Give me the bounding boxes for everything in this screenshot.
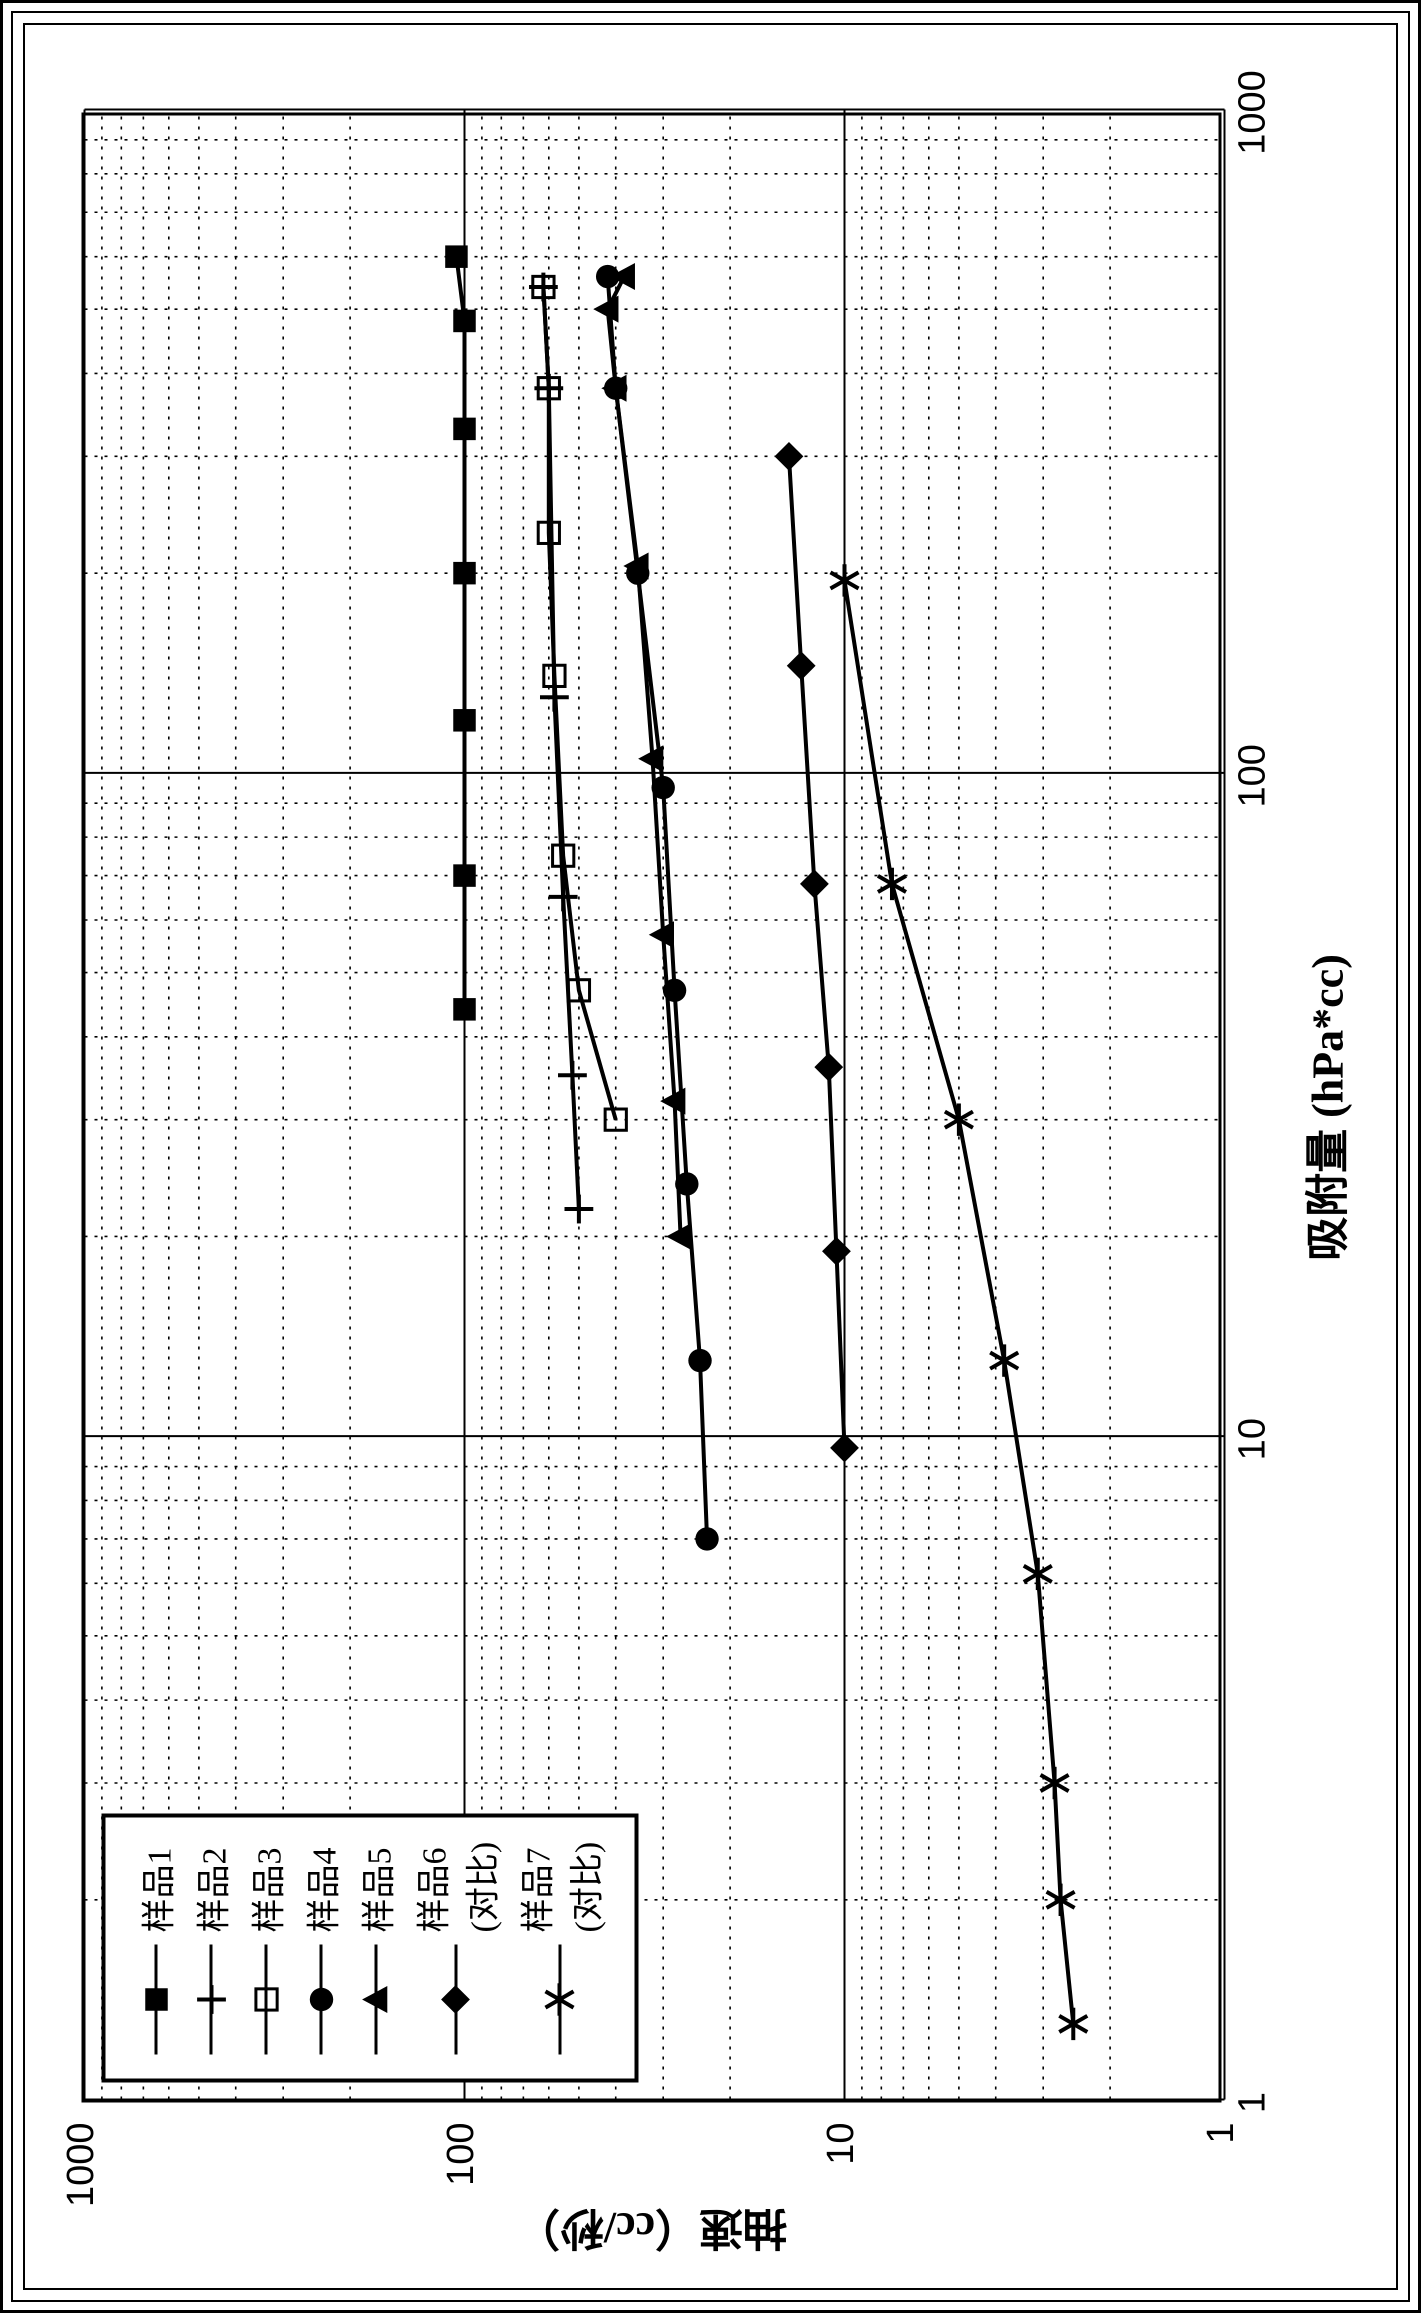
x-axis-label: 吸附量 (hPa*cc) [1291, 954, 1355, 1261]
x-tick: 100 [1231, 744, 1274, 807]
legend-item: 样品6 (对比) [406, 1841, 504, 2054]
series-line [788, 456, 844, 1448]
canvas-rotated: 样品1样品2样品3样品4样品5样品6 (对比)样品7 (对比) 1 10 100 10… [21, 21, 1400, 2292]
y-tick: 10 [820, 2122, 863, 2164]
figure-outer-border: 样品1样品2样品3样品4样品5样品6 (对比)样品7 (对比) 1 10 100 10… [11, 11, 1410, 2302]
legend-item: 样品2 [186, 1841, 235, 2054]
legend-label: 样品6 (对比) [406, 1841, 504, 1932]
y-axis-label: 抽速（cc/秒） [515, 2200, 786, 2264]
plot-area [81, 112, 1221, 2102]
legend-label: 样品1 [131, 1847, 180, 1932]
series-line [543, 287, 615, 1120]
legend-label: 样品2 [186, 1847, 235, 1932]
legend-item: 样品4 [296, 1841, 345, 2054]
y-tick: 100 [440, 2122, 483, 2185]
x-tick: 10 [1231, 1418, 1274, 1460]
legend-label: 样品3 [241, 1847, 290, 1932]
legend-item: 样品5 [351, 1841, 400, 2054]
legend-item: 样品7 (对比) [510, 1841, 608, 2054]
series-lines [84, 115, 1218, 2099]
series-line [456, 256, 464, 1009]
legend-label: 样品7 (对比) [510, 1841, 608, 1932]
figure-inner-border: 样品1样品2样品3样品4样品5样品6 (对比)样品7 (对比) 1 10 100 10… [23, 23, 1398, 2290]
y-tick: 1 [1200, 2122, 1243, 2143]
x-tick: 1 [1231, 2091, 1274, 2112]
legend-box: 样品1样品2样品3样品4样品5样品6 (对比)样品7 (对比) [101, 1813, 638, 2082]
series-line [607, 276, 706, 1538]
y-tick: 1000 [60, 2122, 103, 2207]
x-tick: 1000 [1231, 70, 1274, 155]
legend-label: 样品5 [351, 1847, 400, 1932]
legend-label: 样品4 [296, 1847, 345, 1932]
legend-item: 样品3 [241, 1841, 290, 2054]
legend-item: 样品1 [131, 1841, 180, 2054]
series-line [844, 580, 1073, 2023]
